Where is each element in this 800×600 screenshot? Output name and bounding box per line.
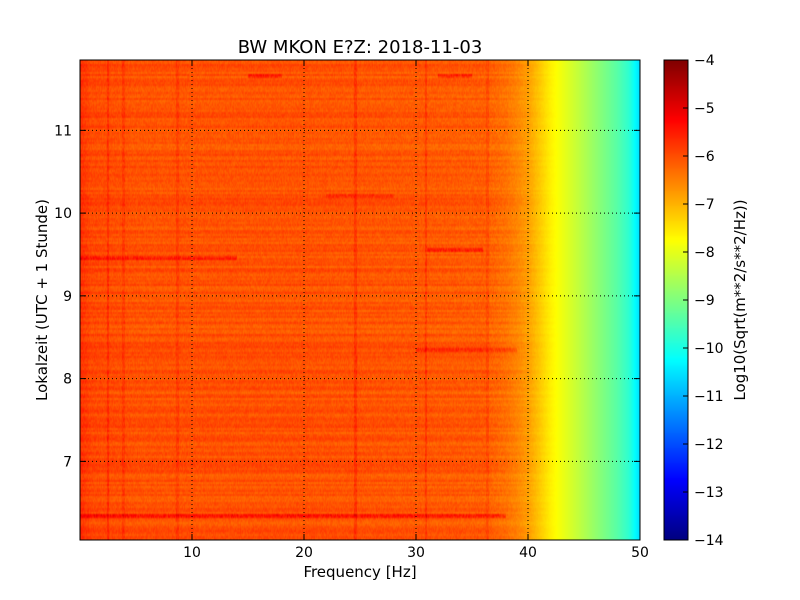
plot-area: 10 20 30 40 50 7 8 9 10 11 xyxy=(54,59,649,561)
heatmap-image xyxy=(80,60,640,540)
x-tick-label: 40 xyxy=(519,545,537,561)
colorbar-label: Log10(Sqrt(m**2/s**2/Hz)) xyxy=(731,199,749,400)
y-tick-label: 7 xyxy=(63,454,72,470)
colorbar-tick-label: −6 xyxy=(694,149,715,165)
y-tick-label: 10 xyxy=(54,206,72,222)
y-axis-ticks: 7 8 9 10 11 xyxy=(54,123,640,470)
colorbar-tick-label: −7 xyxy=(694,197,715,213)
y-tick-label: 8 xyxy=(63,372,72,388)
plot-frame xyxy=(79,59,641,541)
grid-lines xyxy=(80,60,640,540)
colorbar-tick-label: −10 xyxy=(694,341,724,357)
colorbar-tick-label: −4 xyxy=(694,53,715,69)
x-tick-label: 10 xyxy=(183,545,201,561)
chart-title: BW MKON E?Z: 2018-11-03 xyxy=(238,37,483,58)
colorbar-tick-label: −14 xyxy=(694,533,724,549)
x-axis-label: Frequency [Hz] xyxy=(303,563,416,581)
x-tick-label: 50 xyxy=(631,545,649,561)
x-tick-label: 30 xyxy=(407,545,425,561)
x-tick-label: 20 xyxy=(295,545,313,561)
colorbar-tick-label: −5 xyxy=(694,101,715,117)
colorbar-ticks: −4 −5 −6 −7 −8 −9 −10 −11 −12 −13 −14 xyxy=(683,53,724,549)
colorbar-tick-label: −8 xyxy=(694,245,715,261)
y-tick-label: 11 xyxy=(54,123,72,139)
colorbar-tick-label: −12 xyxy=(694,437,724,453)
colorbar-tick-label: −9 xyxy=(694,293,715,309)
colorbar-tick-label: −13 xyxy=(694,485,724,501)
colorbar: −4 −5 −6 −7 −8 −9 −10 −11 −12 −13 −14 xyxy=(663,53,724,549)
x-axis-ticks: 10 20 30 40 50 xyxy=(183,60,649,561)
y-axis-label: Lokalzeit (UTC + 1 Stunde) xyxy=(33,199,51,401)
y-tick-label: 9 xyxy=(63,289,72,305)
colorbar-tick-label: −11 xyxy=(694,389,724,405)
